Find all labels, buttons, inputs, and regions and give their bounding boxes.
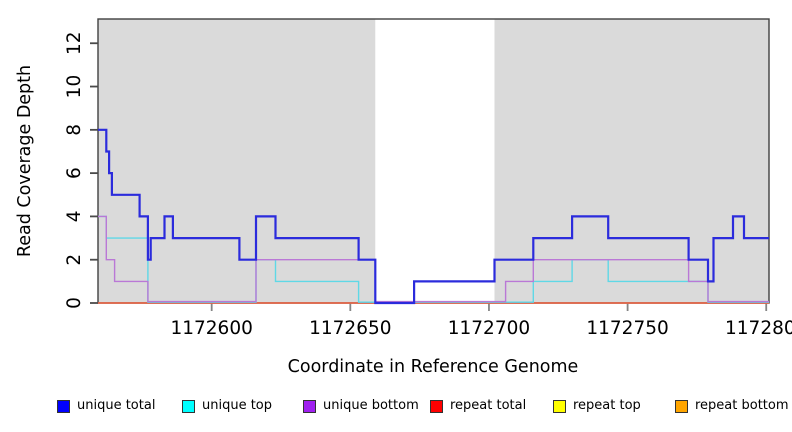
legend-item-unique-top: unique top: [182, 398, 272, 414]
legend-label-repeat-total: repeat total: [450, 398, 527, 413]
x-axis-tick-label: 1172700: [448, 318, 530, 339]
legend: unique total unique top unique bottom repea…: [0, 398, 792, 420]
y-axis-tick-label: 0: [64, 297, 85, 309]
y-axis-tick-label: 4: [64, 211, 85, 223]
x-axis-tick-label: 1172600: [170, 318, 252, 339]
y-axis-tick-label: 8: [64, 124, 85, 136]
y-axis-title: Read Coverage Depth: [15, 65, 35, 257]
x-axis-tick-label: 1172750: [586, 318, 668, 339]
y-axis-tick-label: 10: [64, 75, 85, 99]
legend-swatch-unique-bottom: [303, 399, 316, 413]
x-axis-title: Coordinate in Reference Genome: [288, 357, 579, 377]
legend-item-unique-bottom: unique bottom: [303, 398, 419, 414]
legend-swatch-repeat-top: [553, 399, 566, 413]
legend-item-unique-total: unique total: [57, 398, 155, 414]
legend-swatch-repeat-bottom: [675, 399, 688, 413]
plot-background-right: [494, 19, 769, 303]
legend-label-unique-bottom: unique bottom: [323, 398, 419, 413]
y-axis-tick-label: 6: [64, 167, 85, 179]
series-line-unique-total: [98, 128, 769, 305]
x-axis-tick-label: 1172650: [309, 318, 391, 339]
legend-label-unique-total: unique total: [77, 398, 156, 413]
legend-label-repeat-top: repeat top: [573, 398, 641, 413]
legend-label-repeat-bottom: repeat bottom: [695, 398, 789, 413]
legend-item-repeat-top: repeat top: [553, 398, 641, 414]
legend-item-repeat-bottom: repeat bottom: [675, 398, 789, 414]
plot-background-left: [98, 19, 376, 303]
y-axis-tick-label: 12: [64, 31, 85, 55]
legend-item-repeat-total: repeat total: [430, 398, 526, 414]
legend-swatch-unique-total: [57, 399, 70, 413]
legend-label-unique-top: unique top: [202, 398, 273, 413]
legend-swatch-repeat-total: [430, 399, 443, 413]
legend-swatch-unique-top: [182, 399, 195, 413]
y-axis-tick-label: 2: [64, 254, 85, 266]
